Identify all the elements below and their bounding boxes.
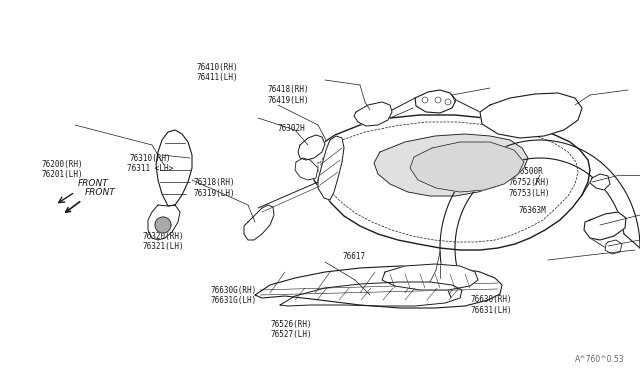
- Polygon shape: [415, 90, 456, 113]
- Polygon shape: [410, 142, 524, 192]
- Polygon shape: [295, 158, 318, 180]
- Polygon shape: [584, 212, 626, 240]
- Text: 76752(RH)
76753(LH): 76752(RH) 76753(LH): [509, 178, 550, 198]
- Text: 76200(RH)
76201(LH): 76200(RH) 76201(LH): [42, 160, 83, 179]
- Text: 76500R: 76500R: [515, 167, 543, 176]
- Polygon shape: [244, 205, 274, 240]
- Polygon shape: [148, 205, 180, 240]
- Polygon shape: [156, 130, 192, 206]
- Polygon shape: [155, 217, 171, 233]
- Polygon shape: [310, 115, 590, 250]
- Polygon shape: [298, 135, 325, 160]
- Polygon shape: [280, 282, 462, 306]
- Text: 76320(RH)
76321(LH): 76320(RH) 76321(LH): [142, 232, 184, 251]
- Polygon shape: [382, 264, 478, 290]
- Text: 76318(RH)
76319(LH): 76318(RH) 76319(LH): [193, 178, 236, 198]
- Text: 76363M: 76363M: [518, 206, 546, 215]
- Text: 76418(RH)
76419(LH): 76418(RH) 76419(LH): [267, 85, 309, 105]
- Text: 76617: 76617: [342, 252, 365, 261]
- Text: A^760^0.53: A^760^0.53: [575, 355, 625, 364]
- Text: 76630(RH)
76631(LH): 76630(RH) 76631(LH): [470, 295, 512, 315]
- Text: 76410(RH)
76411(LH): 76410(RH) 76411(LH): [196, 63, 239, 82]
- Polygon shape: [590, 174, 610, 190]
- Text: FRONT: FRONT: [85, 188, 116, 197]
- Text: 76710(RH)
76711(LH): 76710(RH) 76711(LH): [467, 147, 509, 166]
- Text: 76630G(RH)
76631G(LH): 76630G(RH) 76631G(LH): [211, 286, 257, 305]
- Text: 76302H: 76302H: [277, 124, 305, 133]
- Polygon shape: [374, 134, 528, 196]
- Polygon shape: [605, 240, 622, 254]
- Polygon shape: [480, 93, 582, 138]
- Polygon shape: [255, 266, 502, 308]
- Text: 76526(RH)
76527(LH): 76526(RH) 76527(LH): [270, 320, 312, 339]
- Text: 76310(RH)
76311 <LH>: 76310(RH) 76311 <LH>: [127, 154, 173, 173]
- Polygon shape: [318, 136, 344, 200]
- Text: FRONT: FRONT: [78, 179, 109, 188]
- Polygon shape: [354, 102, 392, 126]
